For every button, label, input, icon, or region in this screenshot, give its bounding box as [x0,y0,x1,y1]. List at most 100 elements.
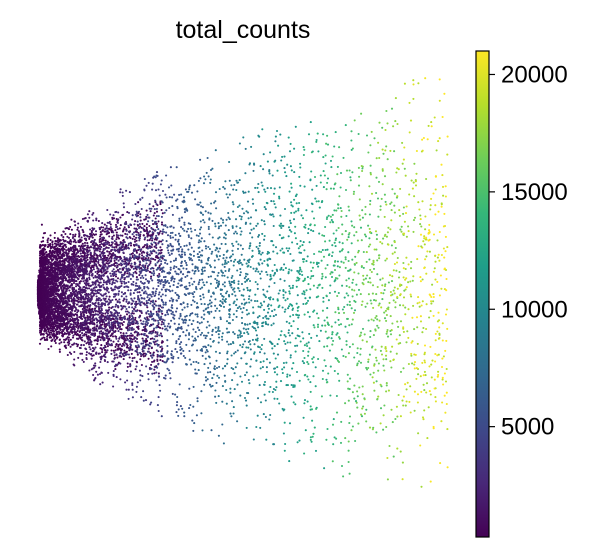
scatter-point [49,239,52,242]
scatter-point [70,228,73,231]
scatter-point [94,252,97,255]
scatter-point [131,237,134,240]
scatter-point [108,250,111,254]
scatter-point [54,321,57,324]
scatter-point [130,352,133,355]
scatter-point [126,365,129,368]
scatter-point [92,329,95,332]
scatter-point [145,337,148,341]
scatter-point [69,273,72,276]
scatter-point [84,289,87,292]
scatter-point [92,268,95,271]
scatter-point [93,246,96,249]
scatter-point [88,305,91,308]
scatter-point [80,344,83,347]
scatter-point [56,307,59,310]
scatter-point [50,329,54,332]
scatter-point [75,342,78,345]
scatter-point [54,254,57,257]
scatter-point [94,364,97,367]
scatter-point [56,271,59,274]
scatter-point [139,319,142,322]
scatter-point [68,281,71,284]
scatter-point [87,310,90,314]
scatter-point [95,263,98,266]
scatter-point [125,346,128,349]
scatter-point [82,248,85,251]
scatter-point [63,267,66,271]
scatter-point [59,296,62,299]
scatter-point [68,307,71,311]
scatter-point [79,286,82,289]
scatter-point [99,237,102,240]
scatter-point [100,371,103,374]
scatter-point [68,300,71,303]
scatter-point [90,321,93,324]
scatter-point [83,314,86,317]
scatter-point [161,212,164,215]
scatter-point [103,223,106,226]
scatter-point [72,291,75,294]
scatter-point [99,227,102,230]
scatter-point [114,275,118,278]
scatter-point [89,228,92,231]
scatter-point [57,238,60,241]
scatter-point [73,310,77,313]
scatter-point [97,305,100,308]
scatter-point [89,328,92,331]
scatter-point [82,245,85,248]
scatter-point [52,254,55,257]
scatter-point [84,261,87,264]
scatter-point [70,315,73,318]
scatter-point [95,219,98,222]
scatter-point [123,349,126,352]
scatter-point [82,277,85,280]
scatter-point [61,285,64,288]
scatter-point [77,230,80,233]
scatter-point [41,325,44,329]
scatter-point [93,334,96,337]
scatter-point [55,243,58,246]
scatter-point [47,262,50,265]
scatter-point [78,282,81,285]
scatter-point [66,336,69,339]
scatter-point [74,224,77,227]
scatter-point [155,222,158,225]
scatter-point [92,243,95,246]
scatter-point [74,332,77,335]
scatter-point [79,304,83,307]
scatter-point [90,291,93,295]
scatter-point [117,344,120,347]
scatter-point [74,259,77,262]
scatter-point [89,285,92,288]
scatter-point [122,332,125,335]
scatter-point [62,230,65,233]
scatter-point [142,352,145,355]
scatter-point [64,232,67,236]
scatter-point [72,281,76,285]
scatter-point [102,321,106,324]
scatter-point [73,330,76,333]
scatter-point [86,279,89,282]
scatter-point [97,258,100,262]
scatter-point [76,314,79,317]
scatter-point [93,339,96,342]
scatter-point [43,328,46,331]
chart-title: total_counts [176,16,311,44]
scatter-point [114,345,117,348]
scatter-point [74,321,77,324]
scatter-point [78,324,81,327]
scatter-point [62,320,65,323]
scatter-point [90,357,93,360]
scatter-point [81,308,84,311]
scatter-point [85,277,89,280]
scatter-point [50,345,53,348]
scatter-point [90,257,93,260]
scatter-point [57,243,60,246]
scatter-point [136,223,139,226]
scatter-point [99,264,102,267]
scatter-point [42,240,45,243]
scatter-point [73,235,77,238]
scatter-point [63,294,66,297]
scatter-point [81,267,84,270]
